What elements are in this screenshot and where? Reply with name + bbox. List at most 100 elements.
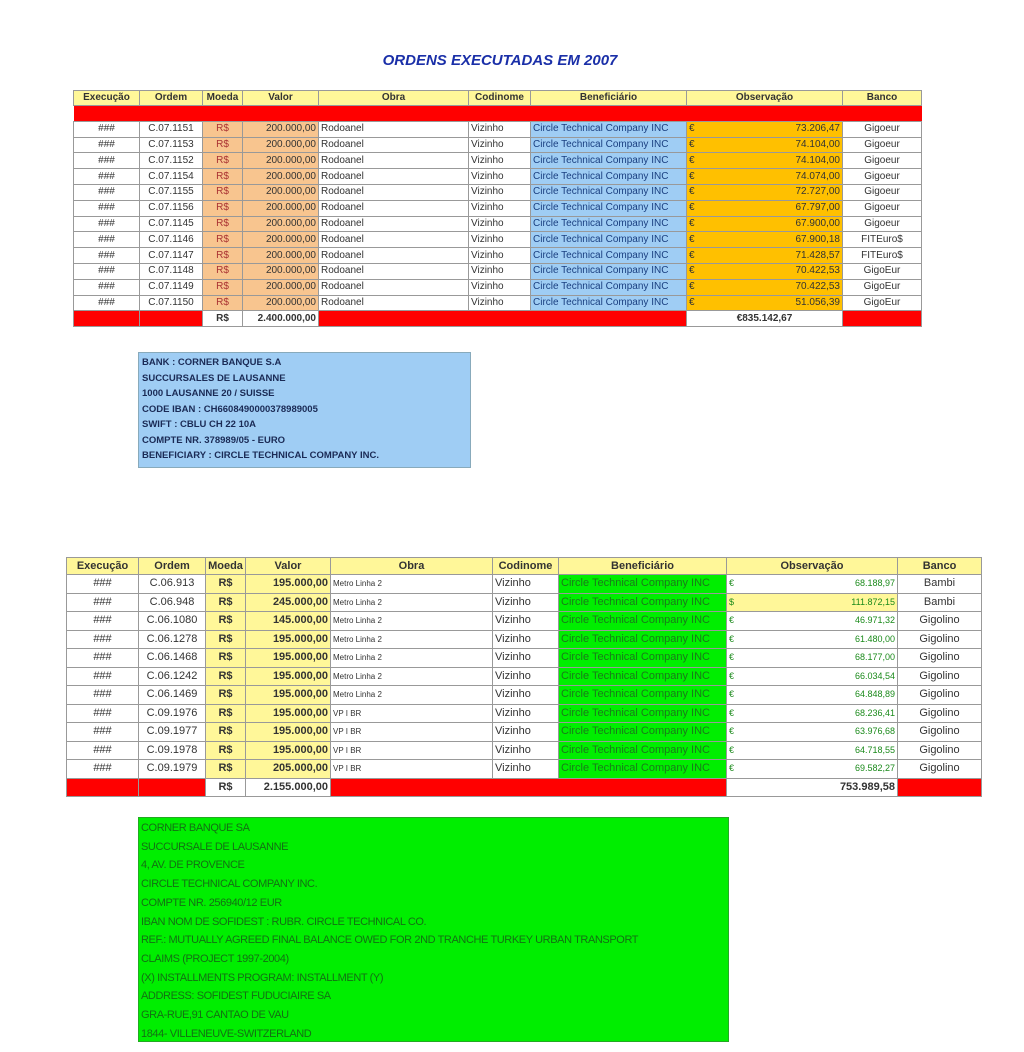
observation-value: 67.797,00: [795, 202, 841, 214]
currency-symbol: €: [729, 633, 735, 644]
cell-beneficiario: Circle Technical Company INC: [530, 183, 687, 201]
bank-line: IBAN NOM DE SOFIDEST : RUBR. CIRCLE TECH…: [141, 915, 427, 928]
cell-obs: €70.422,53: [686, 278, 843, 296]
cell-valor: 195.000,00: [245, 685, 331, 705]
table-row: ### C.07.1145 R$ 200.000,00 Rodoanel Vizinho C…: [73, 215, 922, 233]
cell-ordem: C.07.1147: [139, 247, 203, 264]
cell-obs: €67.797,00: [686, 199, 843, 217]
cell-ordem: C.06.948: [138, 592, 206, 612]
total-blank: [73, 310, 140, 328]
cell-obs: €64.848,89: [726, 685, 898, 705]
currency-symbol: €: [729, 615, 735, 626]
observation-value: 74.104,00: [795, 154, 841, 166]
currency-symbol: €: [729, 763, 735, 774]
table-row: ### C.07.1155 R$ 200.000,00 Rodoanel Vizinho C…: [73, 183, 922, 201]
cell-obs: €51.056,39: [686, 294, 843, 312]
cell-exec: ###: [73, 199, 140, 217]
cell-exec: ###: [73, 231, 140, 249]
currency-symbol: €: [689, 296, 695, 308]
bank-details-box-2: CORNER BANQUE SA SUCCURSALE DE LAUSANNE 4,…: [138, 817, 729, 1042]
cell-codinome: Vizinho: [492, 685, 559, 705]
cell-obs: €71.428,57: [686, 247, 843, 264]
cell-valor: 200.000,00: [242, 120, 319, 138]
bank-line: REF.: MUTUALLY AGREED FINAL BALANCE OWED…: [141, 934, 639, 947]
cell-ordem: C.07.1150: [139, 294, 203, 312]
cell-valor: 200.000,00: [242, 278, 319, 296]
bank-line: SUCCURSALES DE LAUSANNE: [142, 372, 286, 384]
observation-value: 111.872,15: [851, 596, 895, 607]
cell-banco: Gigoeur: [842, 136, 922, 154]
bank-details-box-1: BANK : CORNER BANQUE S.A SUCCURSALES DE L…: [138, 352, 471, 468]
header-moeda: Moeda: [205, 557, 246, 575]
total-row: R$ 2.400.000,00 €835.142,67: [73, 310, 922, 328]
cell-banco: FITEuro$: [842, 247, 922, 264]
cell-ordem: C.07.1148: [139, 262, 203, 280]
bank-line: SUCCURSALE DE LAUSANNE: [141, 840, 289, 853]
total-row: R$ 2.155.000,00 753.989,58: [66, 777, 982, 797]
cell-obra: Metro Linha 2: [330, 685, 493, 705]
cell-beneficiario: Circle Technical Company INC: [558, 759, 727, 779]
table-row: ### C.09.1979 R$ 205.000,00 VP I BR Vizinho Ci…: [66, 759, 982, 779]
cell-beneficiario: Circle Technical Company INC: [530, 278, 687, 296]
cell-codinome: Vizinho: [468, 215, 531, 233]
table-row: ### C.09.1977 R$ 195.000,00 VP I BR Vizinho Ci…: [66, 722, 982, 742]
header-exec: Execução: [66, 557, 139, 575]
cell-beneficiario: Circle Technical Company INC: [530, 168, 687, 185]
cell-banco: Gigoeur: [842, 120, 922, 138]
cell-ordem: C.07.1146: [139, 231, 203, 249]
cell-obs: €61.480,00: [726, 629, 898, 649]
cell-beneficiario: Circle Technical Company INC: [558, 648, 727, 668]
observation-value: 61.480,00: [854, 633, 895, 644]
cell-banco: GigoEur: [842, 278, 922, 296]
cell-beneficiario: Circle Technical Company INC: [558, 592, 727, 612]
currency-symbol: $: [729, 596, 735, 607]
cell-moeda: R$: [202, 247, 243, 264]
cell-valor: 200.000,00: [242, 231, 319, 249]
cell-banco: Gigoeur: [842, 152, 922, 170]
cell-ordem: C.06.1080: [138, 611, 206, 631]
cell-banco: Gigolino: [897, 685, 982, 705]
cell-moeda: R$: [205, 666, 246, 686]
cell-valor: 200.000,00: [242, 183, 319, 201]
cell-moeda: R$: [202, 152, 243, 170]
cell-codinome: Vizinho: [468, 262, 531, 280]
cell-codinome: Vizinho: [468, 247, 531, 264]
cell-banco: FITEuro$: [842, 231, 922, 249]
bank-line: 1000 LAUSANNE 20 / SUISSE: [142, 388, 275, 399]
cell-valor: 200.000,00: [242, 294, 319, 312]
total-currency: R$: [205, 777, 246, 797]
cell-beneficiario: Circle Technical Company INC: [558, 574, 727, 594]
cell-ordem: C.06.1278: [138, 629, 206, 649]
cell-obs: €74.104,00: [686, 152, 843, 170]
cell-moeda: R$: [205, 740, 246, 760]
cell-banco: Gigolino: [897, 629, 982, 649]
cell-exec: ###: [73, 183, 140, 201]
cell-moeda: R$: [202, 120, 243, 138]
cell-banco: GigoEur: [842, 294, 922, 312]
table-row: ### C.07.1146 R$ 200.000,00 Rodoanel Vizinho C…: [73, 231, 922, 249]
cell-moeda: R$: [202, 199, 243, 217]
cell-obs: €70.422,53: [686, 262, 843, 280]
total-valor: 2.400.000,00: [242, 310, 319, 328]
cell-banco: Gigolino: [897, 666, 982, 686]
header-moeda: Moeda: [202, 90, 243, 106]
cell-valor: 195.000,00: [245, 648, 331, 668]
cell-exec: ###: [73, 215, 140, 233]
cell-exec: ###: [66, 685, 139, 705]
cell-codinome: Vizinho: [468, 278, 531, 296]
header-exec: Execução: [73, 90, 140, 106]
total-valor: 2.155.000,00: [245, 777, 331, 797]
cell-obra: Rodoanel: [318, 247, 469, 264]
cell-obs: €73.206,47: [686, 120, 843, 138]
table-row: ### C.07.1147 R$ 200.000,00 Rodoanel Vizinho C…: [73, 247, 922, 264]
band-cell: [242, 105, 319, 122]
currency-symbol: €: [689, 138, 695, 150]
currency-symbol: €: [689, 249, 695, 261]
cell-codinome: Vizinho: [492, 611, 559, 631]
bank-line: COMPTE NR. 256940/12 EUR: [141, 896, 282, 909]
cell-ordem: C.07.1152: [139, 152, 203, 170]
cell-codinome: Vizinho: [492, 629, 559, 649]
cell-obs: €68.236,41: [726, 703, 898, 723]
cell-ordem: C.09.1977: [138, 722, 206, 742]
cell-obs: €67.900,00: [686, 215, 843, 233]
